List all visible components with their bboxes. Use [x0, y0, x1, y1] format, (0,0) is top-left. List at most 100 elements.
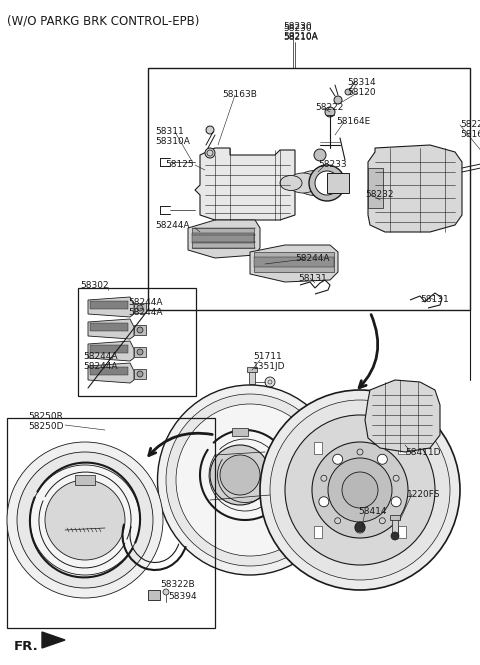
Bar [398, 442, 407, 454]
Circle shape [260, 390, 460, 590]
Bar [90, 345, 128, 353]
Circle shape [355, 523, 365, 533]
Polygon shape [250, 245, 338, 282]
Text: 58394: 58394 [168, 592, 197, 601]
Text: 58411D: 58411D [405, 448, 441, 457]
Bar [192, 228, 254, 248]
Polygon shape [368, 145, 462, 232]
Circle shape [342, 472, 378, 508]
Bar [75, 475, 95, 485]
Circle shape [345, 89, 351, 95]
Circle shape [379, 518, 385, 524]
Bar [249, 370, 255, 384]
Bar [254, 257, 334, 267]
Circle shape [321, 475, 327, 481]
Text: 58244A: 58244A [155, 221, 190, 230]
Ellipse shape [157, 385, 343, 575]
Circle shape [210, 445, 270, 505]
Circle shape [270, 400, 450, 580]
Circle shape [265, 377, 275, 387]
Circle shape [220, 455, 260, 495]
Bar [313, 527, 322, 539]
Text: 58244A: 58244A [128, 298, 163, 307]
Circle shape [355, 522, 365, 532]
Bar [232, 428, 248, 436]
Circle shape [319, 497, 329, 507]
Text: 58120: 58120 [347, 88, 376, 97]
Circle shape [137, 305, 143, 311]
Text: 58210A: 58210A [283, 32, 318, 41]
Circle shape [377, 454, 387, 464]
Text: 58244A: 58244A [295, 254, 329, 263]
Circle shape [391, 532, 399, 540]
Ellipse shape [176, 404, 324, 556]
Circle shape [334, 96, 342, 104]
Bar [90, 367, 128, 375]
Text: 58131: 58131 [298, 274, 327, 283]
Text: 58230: 58230 [283, 24, 312, 33]
Ellipse shape [296, 170, 334, 196]
Bar [148, 590, 160, 600]
Bar [192, 233, 254, 243]
Text: 58302: 58302 [80, 281, 108, 290]
Ellipse shape [288, 173, 318, 193]
Text: 58244A: 58244A [83, 362, 118, 371]
Circle shape [333, 454, 343, 464]
Circle shape [206, 126, 214, 134]
Circle shape [137, 327, 143, 333]
Bar [148, 68, 470, 310]
Text: FR.: FR. [14, 640, 39, 653]
Text: 58310A: 58310A [155, 137, 190, 146]
Bar [247, 367, 257, 372]
Circle shape [285, 415, 435, 565]
Bar [134, 347, 146, 357]
Circle shape [205, 148, 215, 158]
Circle shape [30, 465, 140, 575]
Ellipse shape [280, 176, 302, 190]
Polygon shape [365, 380, 440, 452]
Bar [90, 301, 128, 309]
Text: 58230: 58230 [283, 22, 312, 31]
Text: 58163B: 58163B [222, 90, 257, 99]
Bar [313, 442, 322, 454]
Text: 58232: 58232 [365, 190, 394, 199]
Circle shape [309, 165, 345, 201]
Circle shape [325, 107, 335, 117]
Text: 58414: 58414 [358, 507, 386, 516]
Polygon shape [88, 341, 134, 361]
Text: 58322B: 58322B [160, 580, 194, 589]
Circle shape [328, 458, 392, 522]
Text: 58233: 58233 [318, 160, 347, 169]
Circle shape [314, 149, 326, 161]
Text: (W/O PARKG BRK CONTROL-EPB): (W/O PARKG BRK CONTROL-EPB) [7, 14, 199, 27]
Text: 58164E: 58164E [460, 130, 480, 139]
Circle shape [17, 452, 153, 588]
Circle shape [7, 442, 163, 598]
Circle shape [335, 518, 341, 524]
Text: 58250D: 58250D [28, 422, 63, 431]
Bar [134, 369, 146, 379]
Bar [392, 518, 398, 534]
Bar [327, 173, 349, 193]
Circle shape [315, 171, 339, 195]
Circle shape [137, 349, 143, 355]
Text: 1220FS: 1220FS [407, 490, 441, 499]
Polygon shape [195, 148, 295, 220]
Polygon shape [88, 363, 134, 383]
Text: 51711: 51711 [253, 352, 282, 361]
Bar [398, 527, 407, 539]
Bar [78, 288, 196, 396]
Text: 58250R: 58250R [28, 412, 63, 421]
Circle shape [357, 449, 363, 455]
Text: 58314: 58314 [347, 78, 376, 87]
Text: 58244A: 58244A [83, 352, 118, 361]
Bar [90, 323, 128, 331]
Circle shape [391, 497, 401, 507]
Ellipse shape [166, 394, 334, 566]
Circle shape [45, 480, 125, 560]
Polygon shape [188, 220, 260, 258]
Bar [368, 168, 383, 208]
Text: 58210A: 58210A [283, 33, 318, 42]
Text: 58311: 58311 [155, 127, 184, 136]
Polygon shape [88, 297, 134, 317]
